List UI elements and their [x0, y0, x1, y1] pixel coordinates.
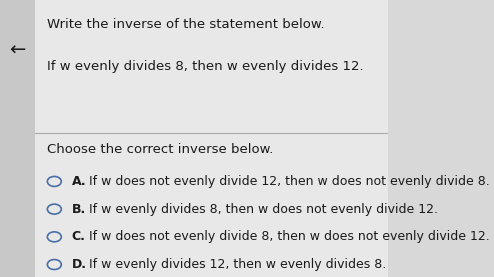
Text: A.: A.	[72, 175, 86, 188]
Text: If w evenly divides 8, then w does not evenly divide 12.: If w evenly divides 8, then w does not e…	[89, 203, 438, 216]
Text: If w evenly divides 8, then w evenly divides 12.: If w evenly divides 8, then w evenly div…	[46, 60, 363, 73]
Text: Write the inverse of the statement below.: Write the inverse of the statement below…	[46, 19, 324, 31]
Text: D.: D.	[72, 258, 87, 271]
FancyBboxPatch shape	[0, 0, 35, 277]
Text: C.: C.	[72, 230, 85, 243]
Text: If w does not evenly divide 12, then w does not evenly divide 8.: If w does not evenly divide 12, then w d…	[89, 175, 490, 188]
FancyBboxPatch shape	[35, 0, 388, 277]
Text: If w does not evenly divide 8, then w does not evenly divide 12.: If w does not evenly divide 8, then w do…	[89, 230, 490, 243]
Text: Choose the correct inverse below.: Choose the correct inverse below.	[46, 143, 273, 156]
Text: If w evenly divides 12, then w evenly divides 8.: If w evenly divides 12, then w evenly di…	[89, 258, 386, 271]
Text: B.: B.	[72, 203, 86, 216]
Text: ←: ←	[9, 40, 26, 59]
